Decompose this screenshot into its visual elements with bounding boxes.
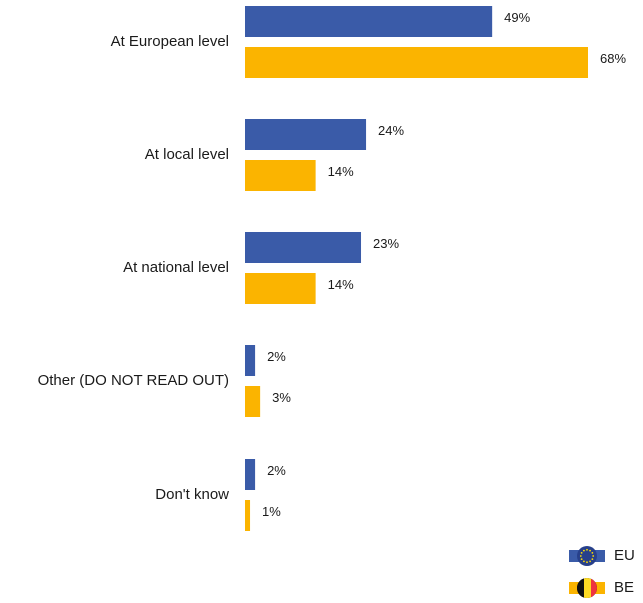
bar-eu-at-national-level (245, 232, 362, 263)
value-label-eu-at-local-level: 24% (378, 123, 404, 138)
bar-be-don-t-know (245, 500, 251, 531)
category-label-other-do-not-read-out: Other (DO NOT READ OUT) (38, 372, 229, 389)
legend: EU BE (569, 546, 635, 598)
bars-group (245, 6, 588, 531)
value-label-be-at-national-level: 14% (328, 277, 354, 292)
legend-item-eu: EU (569, 546, 635, 566)
bar-be-other-do-not-read-out (245, 386, 261, 417)
bar-eu-other-do-not-read-out (245, 345, 256, 376)
legend-label-eu: EU (614, 547, 635, 564)
value-label-be-at-local-level: 14% (328, 164, 354, 179)
legend-item-be: BE (569, 578, 634, 598)
legend-label-be: BE (614, 579, 634, 596)
category-label-at-national-level: At national level (123, 259, 229, 276)
bar-eu-don-t-know (245, 459, 256, 490)
value-label-be-other-do-not-read-out: 3% (272, 390, 291, 405)
category-label-don-t-know: Don't know (155, 486, 229, 503)
bar-be-at-local-level (245, 160, 316, 191)
value-label-eu-at-european-level: 49% (504, 10, 530, 25)
eu-flag-icon (569, 546, 605, 566)
bar-be-at-national-level (245, 273, 316, 304)
value-label-eu-at-national-level: 23% (373, 236, 399, 251)
value-label-be-at-european-level: 68% (600, 51, 626, 66)
category-label-at-local-level: At local level (145, 146, 229, 163)
category-label-at-european-level: At European level (111, 33, 229, 50)
value-label-be-don-t-know: 1% (262, 504, 281, 519)
belgium-flag-icon (569, 578, 605, 598)
bar-eu-at-european-level (245, 6, 493, 37)
bar-eu-at-local-level (245, 119, 367, 150)
labels-group: 49% 68% At European level 24% 14% At local le… (38, 10, 627, 519)
bar-be-at-european-level (245, 47, 588, 78)
value-label-eu-other-do-not-read-out: 2% (267, 349, 286, 364)
value-label-eu-don-t-know: 2% (267, 463, 286, 478)
